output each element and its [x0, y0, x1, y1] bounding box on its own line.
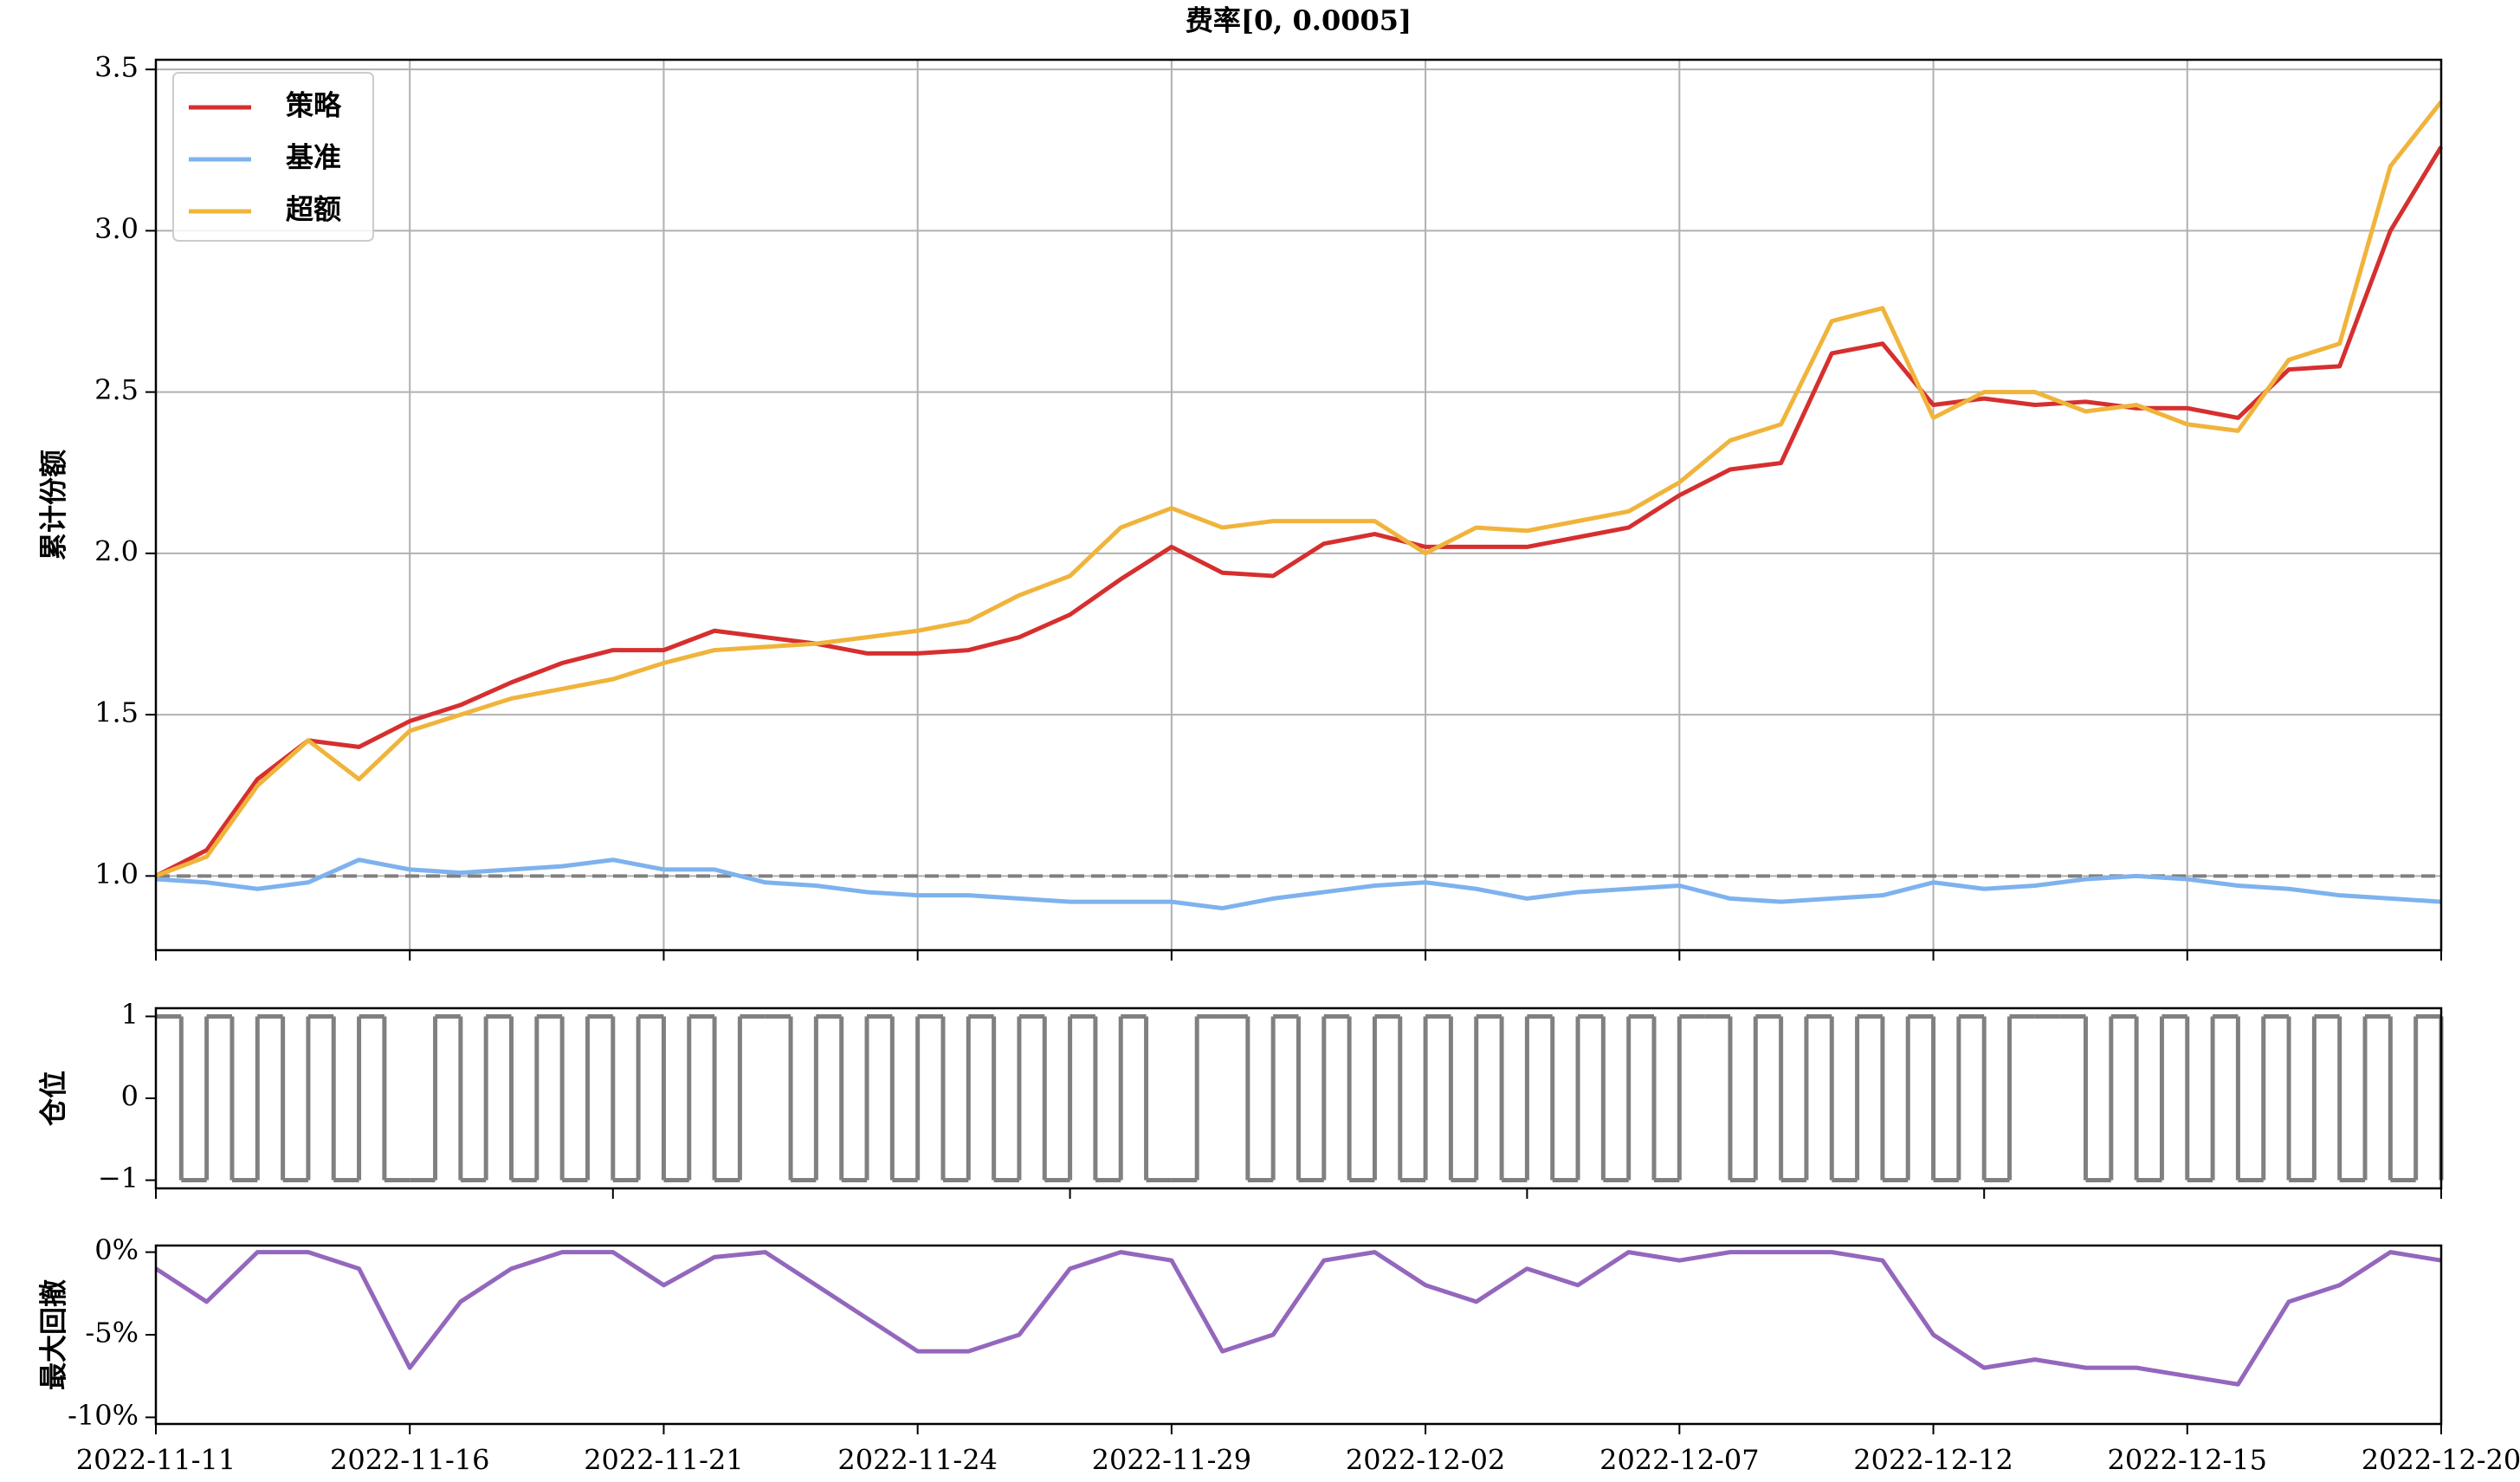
y-tick-label: 3.0: [94, 212, 139, 245]
plot-frame: [154, 1244, 2443, 1426]
legend-box: [172, 72, 374, 242]
y-tick-label: 1.0: [94, 857, 139, 890]
y-tick-label: 2.0: [94, 534, 139, 567]
y-tick-label: 1: [121, 998, 139, 1031]
y-tick-label: 1.5: [94, 696, 139, 729]
x-tick-label: 2022-12-15: [2108, 1444, 2268, 1477]
y-tick-label: −1: [98, 1162, 139, 1194]
legend-label: 超额: [286, 193, 341, 226]
y-axis-label: 最大回撤: [37, 1279, 70, 1390]
x-tick-label: 2022-11-16: [330, 1444, 490, 1477]
series-line: [154, 146, 2444, 878]
x-tick-label: 2022-12-07: [1599, 1444, 1760, 1477]
y-tick-label: -10%: [68, 1399, 139, 1432]
x-tick-label: 2022-11-21: [584, 1444, 744, 1477]
chart-title: 费率[0, 0.0005]: [1186, 4, 1412, 37]
y-axis-label: 仓位: [37, 1071, 70, 1126]
plot-frame: [154, 1006, 2443, 1190]
series-line: [155, 857, 2442, 911]
y-tick-label: 0: [121, 1080, 139, 1113]
series-line: [155, 100, 2443, 878]
y-tick-label: 3.5: [94, 51, 139, 84]
x-tick-label: 2022-11-11: [76, 1444, 236, 1477]
y-axis-label: 累计份额: [37, 450, 70, 560]
y-tick-label: 2.5: [94, 373, 139, 406]
series-line: [154, 1250, 2442, 1387]
legend-label: 策略: [286, 89, 342, 122]
x-tick-label: 2022-12-02: [1346, 1444, 1506, 1477]
x-tick-label: 2022-11-29: [1092, 1444, 1252, 1477]
y-tick-label: 0%: [94, 1233, 139, 1266]
x-tick-label: 2022-12-20: [2362, 1444, 2520, 1477]
legend-label: 基准: [286, 141, 341, 174]
y-tick-label: -5%: [85, 1317, 139, 1349]
x-tick-label: 2022-11-24: [837, 1444, 998, 1477]
x-tick-label: 2022-12-12: [1853, 1444, 2013, 1477]
plot-frame: [154, 58, 2443, 952]
